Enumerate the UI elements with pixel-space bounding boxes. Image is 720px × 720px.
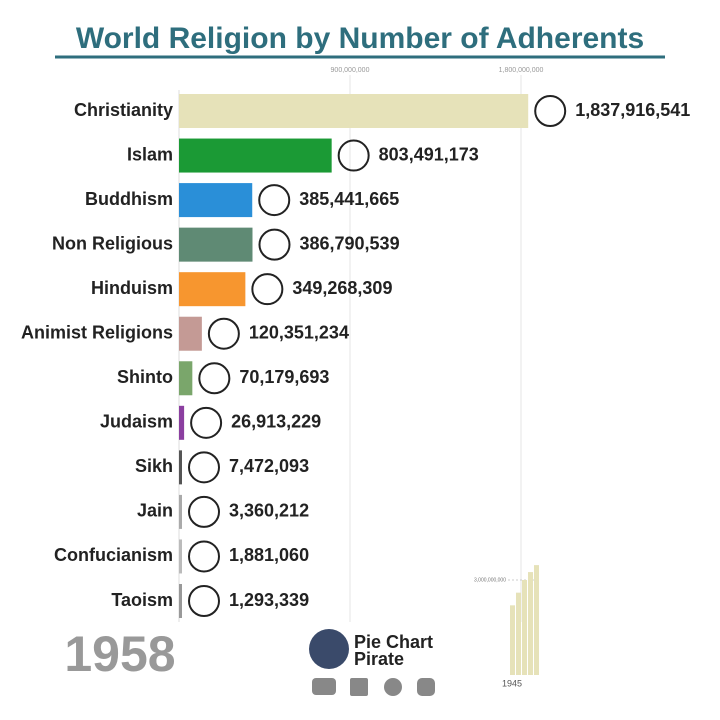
year-label: 1958 xyxy=(64,626,175,682)
category-label: Non Religious xyxy=(52,233,173,253)
value-label: 7,472,093 xyxy=(229,456,309,476)
value-label: 803,491,173 xyxy=(379,144,479,164)
bar xyxy=(179,539,182,574)
religion-icon xyxy=(337,139,370,172)
religion-icon xyxy=(251,273,284,306)
bar xyxy=(179,227,253,262)
religion-icon xyxy=(207,317,240,350)
bar xyxy=(179,183,253,218)
x-tick-label: 900,000,000 xyxy=(331,67,370,74)
category-label: Judaism xyxy=(100,412,173,432)
brand-name: Pirate xyxy=(354,649,404,669)
y-tick-label: 3,000,000,000 xyxy=(474,577,506,583)
religion-icon xyxy=(190,406,223,439)
facebook-icon[interactable] xyxy=(350,678,368,696)
bar xyxy=(179,138,332,173)
value-label: 386,790,539 xyxy=(299,233,399,253)
category-label: Confucianism xyxy=(54,545,173,565)
brand-logo xyxy=(309,629,349,669)
religion-icon xyxy=(258,184,291,217)
value-label: 120,351,234 xyxy=(249,322,349,342)
religion-icon xyxy=(188,451,220,484)
chart-title: World Religion by Number of Adherents xyxy=(76,22,644,55)
category-label: Jain xyxy=(137,501,173,521)
value-label: 26,913,229 xyxy=(231,412,321,432)
bar xyxy=(179,272,246,307)
mini-bar xyxy=(534,565,539,675)
value-label: 349,268,309 xyxy=(292,278,392,298)
brand-name: Pie Chart xyxy=(354,632,433,652)
bar xyxy=(179,494,182,529)
value-label: 1,837,916,541 xyxy=(575,100,690,120)
mini-bar xyxy=(528,572,533,675)
reddit-icon[interactable] xyxy=(384,678,402,696)
mini-bar xyxy=(516,592,521,675)
value-label: 1,293,339 xyxy=(229,590,309,610)
value-label: 3,360,212 xyxy=(229,501,309,521)
value-label: 385,441,665 xyxy=(299,189,399,209)
religion-icon xyxy=(188,495,220,528)
bar xyxy=(179,584,182,618)
bar xyxy=(179,316,202,351)
category-label: Christianity xyxy=(74,100,173,120)
youtube-icon[interactable] xyxy=(312,678,336,695)
religion-icon xyxy=(198,362,231,395)
value-label: 70,179,693 xyxy=(239,367,329,387)
mini-bar xyxy=(510,605,515,675)
category-label: Shinto xyxy=(117,367,173,387)
category-label: Buddhism xyxy=(85,189,173,209)
bar xyxy=(179,361,193,396)
bar xyxy=(179,94,529,128)
bar xyxy=(179,450,182,485)
bar xyxy=(179,405,185,440)
category-label: Hinduism xyxy=(91,278,173,298)
x-tick-label: 1,800,000,000 xyxy=(499,67,544,74)
mini-bar xyxy=(522,580,527,675)
religion-icon xyxy=(188,540,220,573)
category-label: Islam xyxy=(127,144,173,164)
religion-icon xyxy=(258,228,291,261)
value-label: 1,881,060 xyxy=(229,545,309,565)
category-label: Sikh xyxy=(135,456,173,476)
x-tick-label: 1945 xyxy=(502,678,522,688)
category-label: Taoism xyxy=(111,590,173,610)
category-label: Animist Religions xyxy=(21,322,173,342)
instagram-icon[interactable] xyxy=(417,678,435,696)
religion-icon xyxy=(188,585,220,617)
religion-icon xyxy=(534,95,567,127)
